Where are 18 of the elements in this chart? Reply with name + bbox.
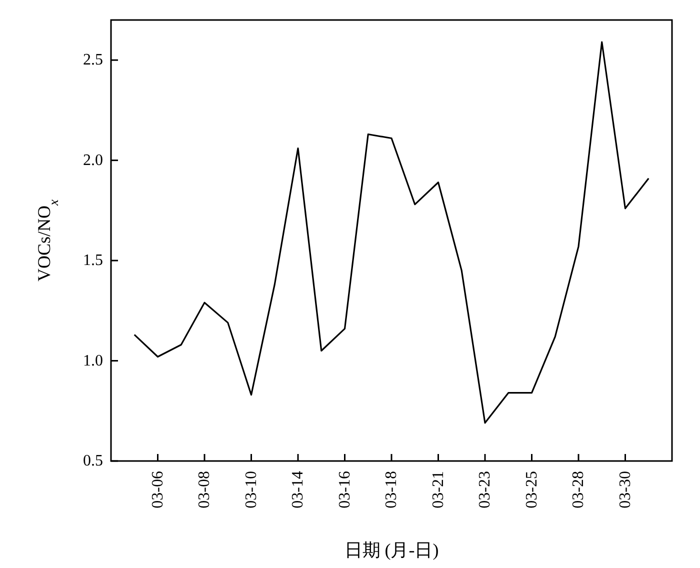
y-tick-label: 1.5 [83, 252, 103, 270]
x-tick-label: 03-18 [383, 471, 400, 508]
line-series [134, 41, 650, 424]
x-tick-label: 03-23 [476, 471, 494, 508]
x-tick-label: 03-16 [336, 471, 354, 508]
x-axis-title: 日期 (月-日) [344, 540, 439, 560]
y-tick-label: 1.0 [83, 352, 103, 370]
y-tick-label: 2.5 [83, 52, 103, 69]
y-tick-label: 2.0 [83, 152, 103, 169]
x-tick-label: 03-30 [616, 471, 634, 508]
x-tick-label: 03-08 [196, 471, 213, 508]
x-tick-label: 03-25 [523, 471, 540, 508]
x-tick-label: 03-10 [242, 471, 260, 508]
x-tick-label: 03-21 [430, 471, 447, 508]
x-tick-label: 03-14 [290, 471, 306, 508]
x-tick-label: 03-06 [149, 471, 166, 508]
y-tick-label: 0.5 [83, 452, 103, 470]
x-tick-label: 03-28 [570, 471, 587, 508]
